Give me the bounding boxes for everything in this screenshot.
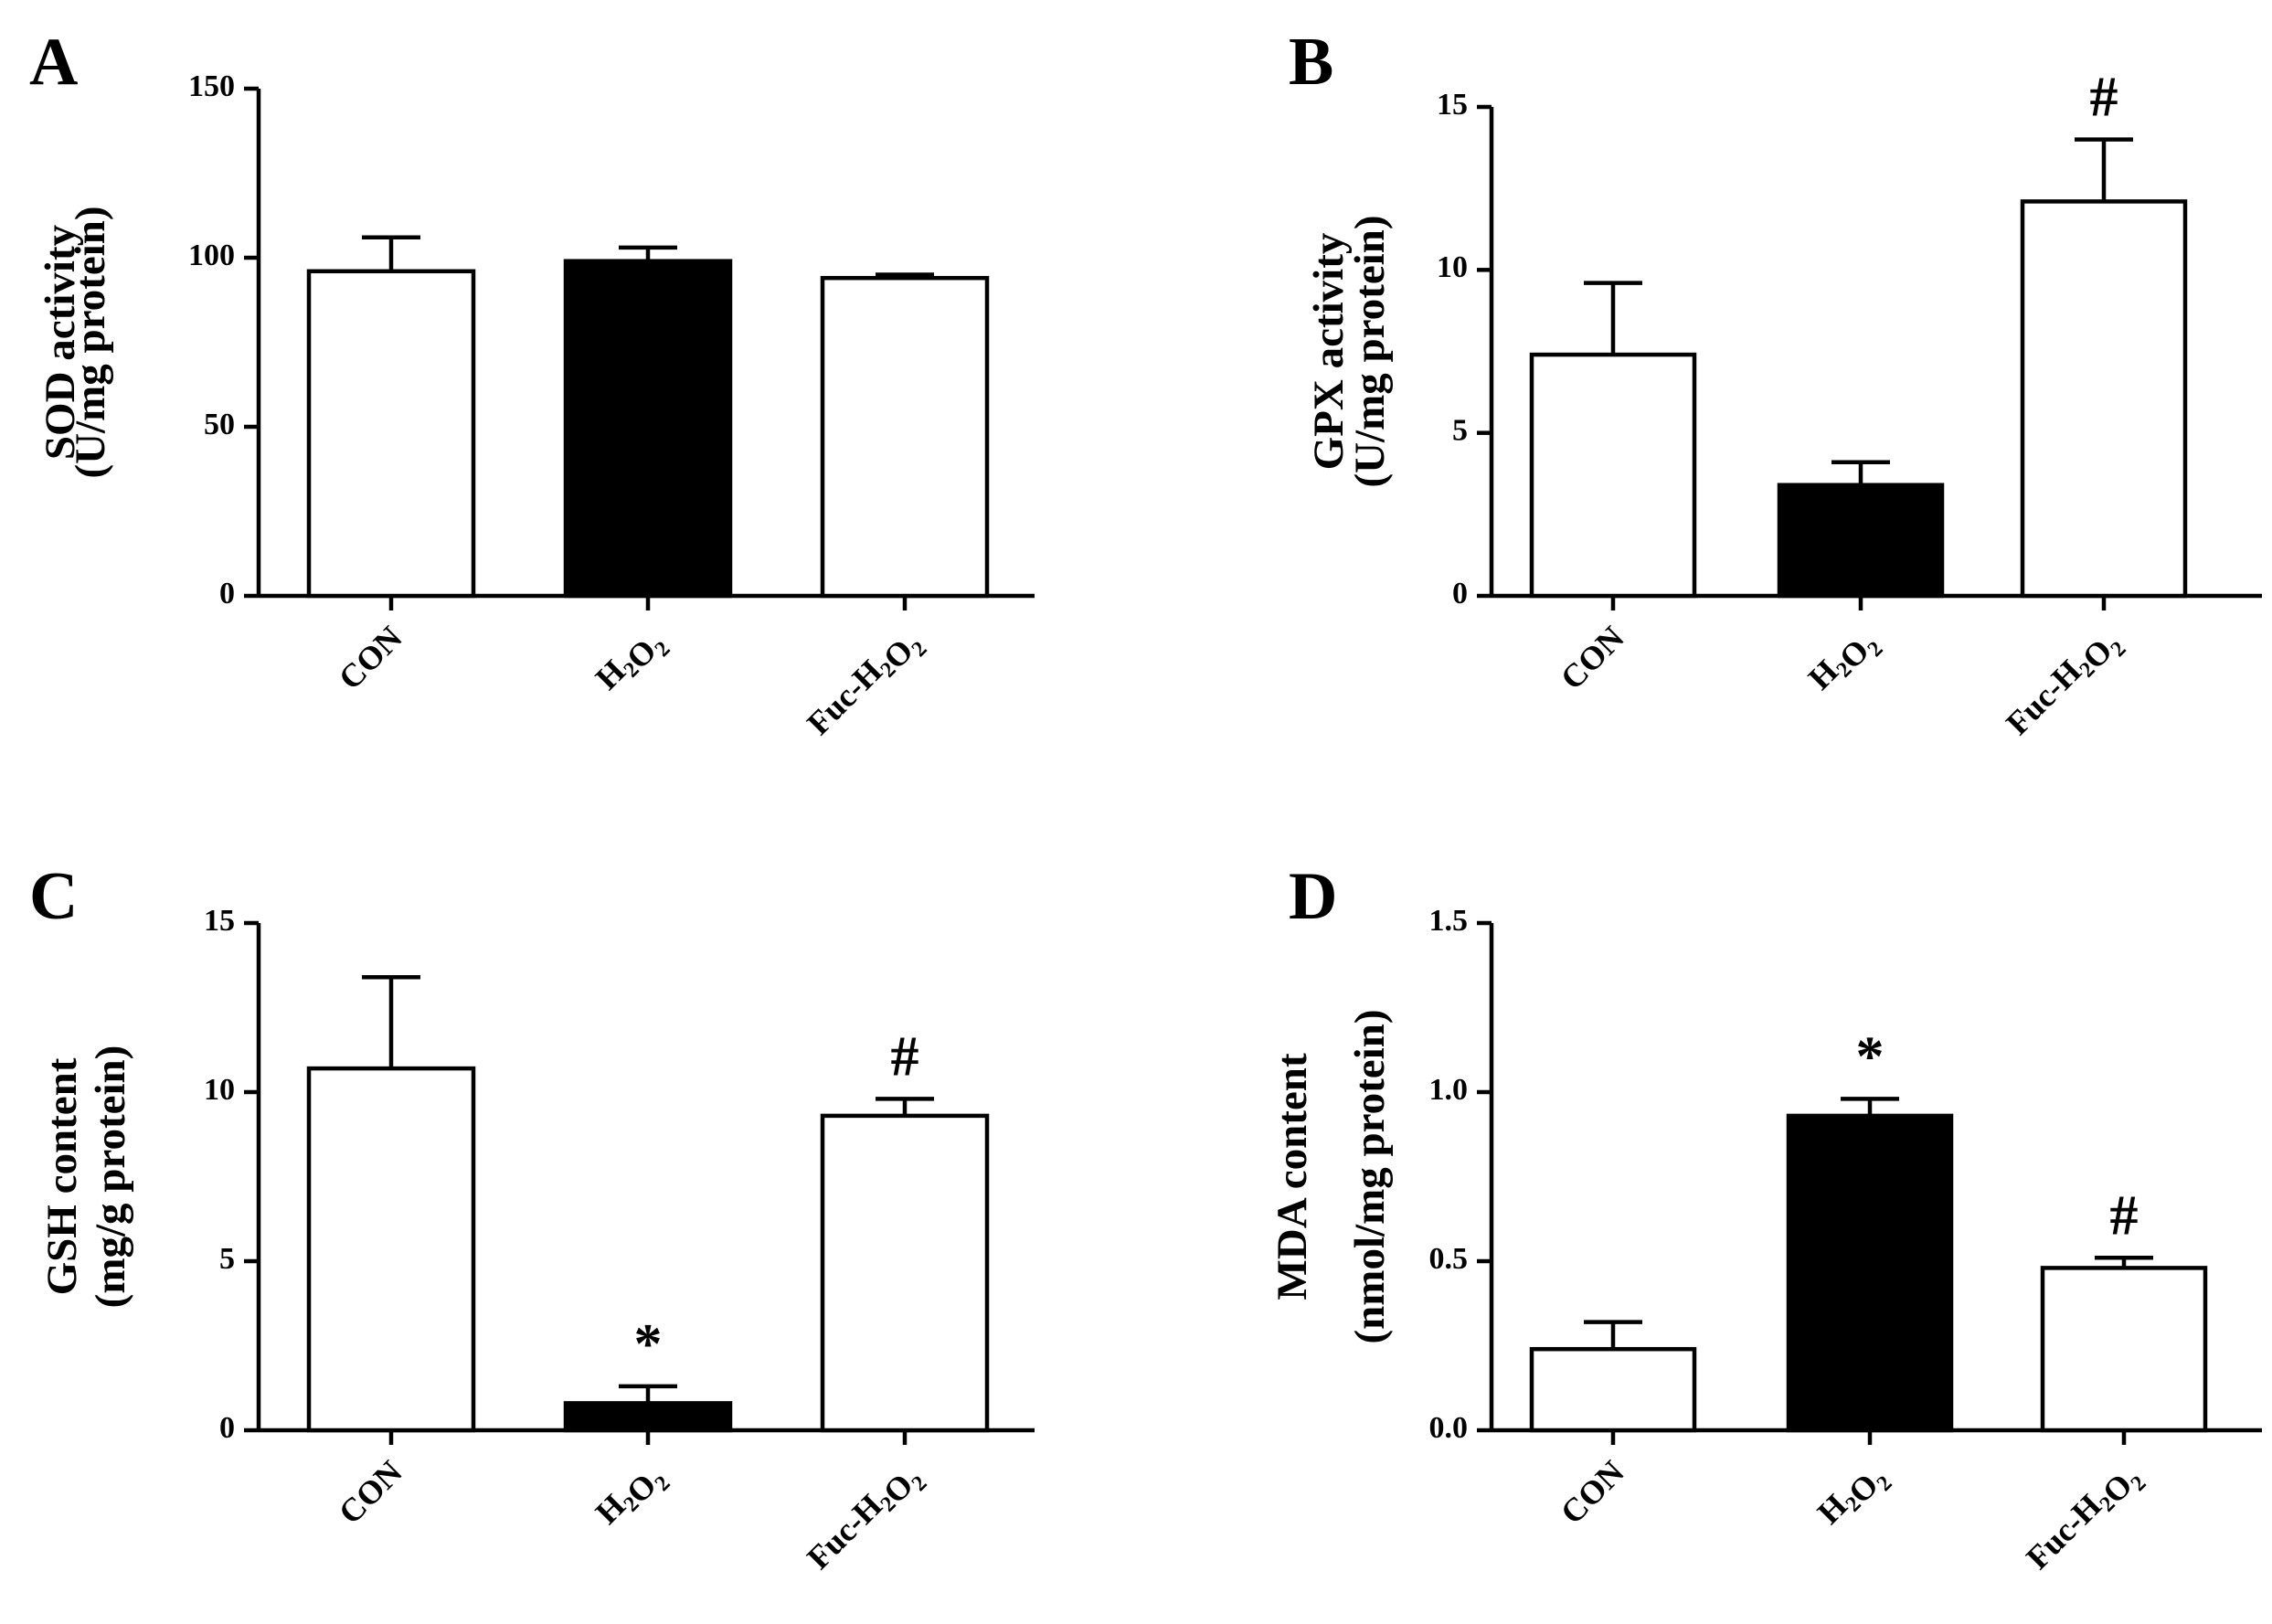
y-axis-label-line: GPX activity (1305, 232, 1353, 470)
y-tick-label: 0.5 (1429, 1242, 1469, 1276)
x-tick-label: CON (332, 619, 409, 696)
x-tick-label: Fuc-H2O2 (800, 619, 931, 750)
y-tick-label: 0 (219, 577, 235, 610)
y-tick-label: 1.5 (1429, 904, 1469, 938)
significance-marker: # (2090, 67, 2118, 129)
panel-letter: D (1289, 859, 1337, 934)
y-tick-label: 10 (204, 1073, 235, 1107)
x-tick-label: CON (1554, 619, 1631, 696)
x-tick-label: H2O2 (589, 1453, 675, 1540)
x-tick-label: H2O2 (589, 619, 675, 706)
y-axis-label-line: SOD activity (37, 224, 84, 460)
panel-a: A SOD activity(U/mg protein) 0 50 100 150 CON H… (29, 25, 1035, 750)
bar-h2o2 (563, 1401, 733, 1433)
panel-c: C GSH content (mg/g protein) 0 5 10 15 CON * H2O2… (29, 859, 1035, 1585)
bar-fuc-h2o2 (820, 1113, 990, 1433)
panel-letter: A (29, 25, 78, 100)
bar-con (1529, 352, 1697, 599)
bar-fuc-h2o2 (2040, 1266, 2208, 1433)
x-tick-label: H2O2 (1810, 1453, 1897, 1540)
panel-b: B GPX activity(U/mg protein) 0 5 10 15 CON H2O2… (1289, 25, 2262, 750)
y-axis-label: GPX activity(U/mg protein) (1305, 215, 1394, 487)
y-tick-label: 5 (219, 1242, 235, 1276)
y-axis-label: MDA content (nmol/mg protein) (1269, 1010, 1394, 1344)
y-tick-label: 50 (204, 408, 235, 441)
bar-con (306, 269, 476, 599)
y-tick-label: 5 (1452, 413, 1468, 447)
x-tick-label: Fuc-H2O2 (800, 1453, 931, 1585)
bar-h2o2 (1777, 483, 1945, 599)
y-axis-label: SOD activity(U/mg protein) (37, 206, 114, 478)
x-tick-label: H2O2 (1801, 619, 1888, 706)
panel-d: D MDA content (nmol/mg protein) 0.0 0.5 1.0 1.… (1269, 859, 2262, 1585)
bar-con (1529, 1346, 1697, 1433)
y-tick-label: 0.0 (1429, 1411, 1469, 1445)
y-tick-label: 0 (219, 1411, 235, 1445)
x-tick-label: CON (332, 1453, 409, 1531)
y-tick-label: 0 (1452, 577, 1468, 610)
y-tick-label: 1.0 (1429, 1073, 1469, 1107)
bar-h2o2 (563, 259, 733, 599)
y-tick-label: 15 (1437, 88, 1468, 122)
y-axis-label-line: (U/mg protein) (67, 206, 114, 478)
y-tick-label: 100 (188, 239, 235, 272)
significance-marker: # (891, 1025, 919, 1088)
significance-marker: * (1856, 1025, 1884, 1088)
panel-letter: B (1289, 25, 1333, 100)
y-axis-label-line: MDA content (1269, 1053, 1316, 1300)
bar-h2o2 (1786, 1113, 1954, 1433)
x-tick-label: Fuc-H2O2 (2019, 1453, 2150, 1585)
x-tick-label: Fuc-H2O2 (1999, 619, 2130, 750)
y-tick-label: 15 (204, 904, 235, 938)
significance-marker: * (634, 1313, 663, 1375)
y-axis-label: GSH content (mg/g protein) (38, 1046, 134, 1309)
y-axis-label-line: (nmol/mg protein) (1346, 1010, 1394, 1344)
bar-fuc-h2o2 (820, 275, 990, 599)
bar-fuc-h2o2 (2020, 199, 2188, 599)
significance-marker: # (2110, 1184, 2139, 1247)
panel-letter: C (29, 859, 78, 934)
y-axis-label-line: (U/mg protein) (1346, 215, 1394, 487)
y-tick-label: 150 (188, 69, 235, 103)
x-tick-label: CON (1554, 1453, 1631, 1531)
bar-con (306, 1066, 476, 1433)
y-axis-label-line: (mg/g protein) (87, 1046, 134, 1309)
y-axis-label-line: GSH content (38, 1057, 86, 1295)
y-tick-label: 10 (1437, 250, 1468, 284)
